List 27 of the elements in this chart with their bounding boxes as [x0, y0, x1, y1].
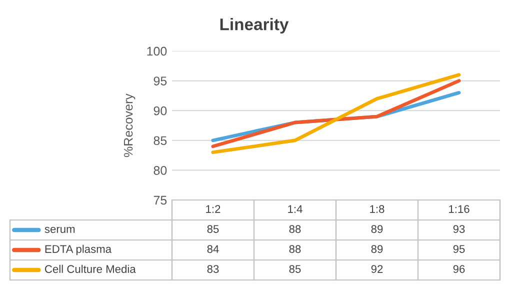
y-tick-label: 75	[154, 196, 167, 205]
data-label: 92	[371, 265, 383, 273]
legend-label: EDTA plasma	[45, 244, 112, 256]
data-label: 88	[289, 225, 301, 233]
data-label: 85	[289, 265, 301, 273]
data-label: 83	[207, 265, 219, 273]
data-label: 95	[453, 245, 465, 253]
data-label: 84	[207, 245, 219, 253]
x-tick-label: 1:16	[449, 205, 470, 213]
x-tick-label: 1:2	[206, 205, 220, 213]
data-label: 89	[371, 245, 383, 253]
y-tick-label: 85	[154, 136, 167, 146]
data-label: 85	[207, 225, 219, 233]
data-label: 88	[289, 245, 301, 253]
data-label: 93	[453, 225, 465, 233]
chart-title: Linearity	[220, 18, 289, 34]
legend-label: serum	[44, 226, 75, 233]
y-tick-label: 95	[154, 76, 167, 86]
y-axis-title: %Recovery	[124, 94, 136, 158]
data-label: 89	[371, 225, 383, 233]
y-tick-label: 80	[154, 166, 167, 175]
y-tick-label: 90	[154, 106, 167, 116]
x-tick-label: 1:8	[370, 205, 384, 213]
legend-label: Cell Culture Media	[45, 264, 136, 273]
x-tick-label: 1:4	[288, 205, 302, 213]
data-label: 96	[453, 265, 465, 273]
y-tick-label: 100	[147, 46, 167, 56]
